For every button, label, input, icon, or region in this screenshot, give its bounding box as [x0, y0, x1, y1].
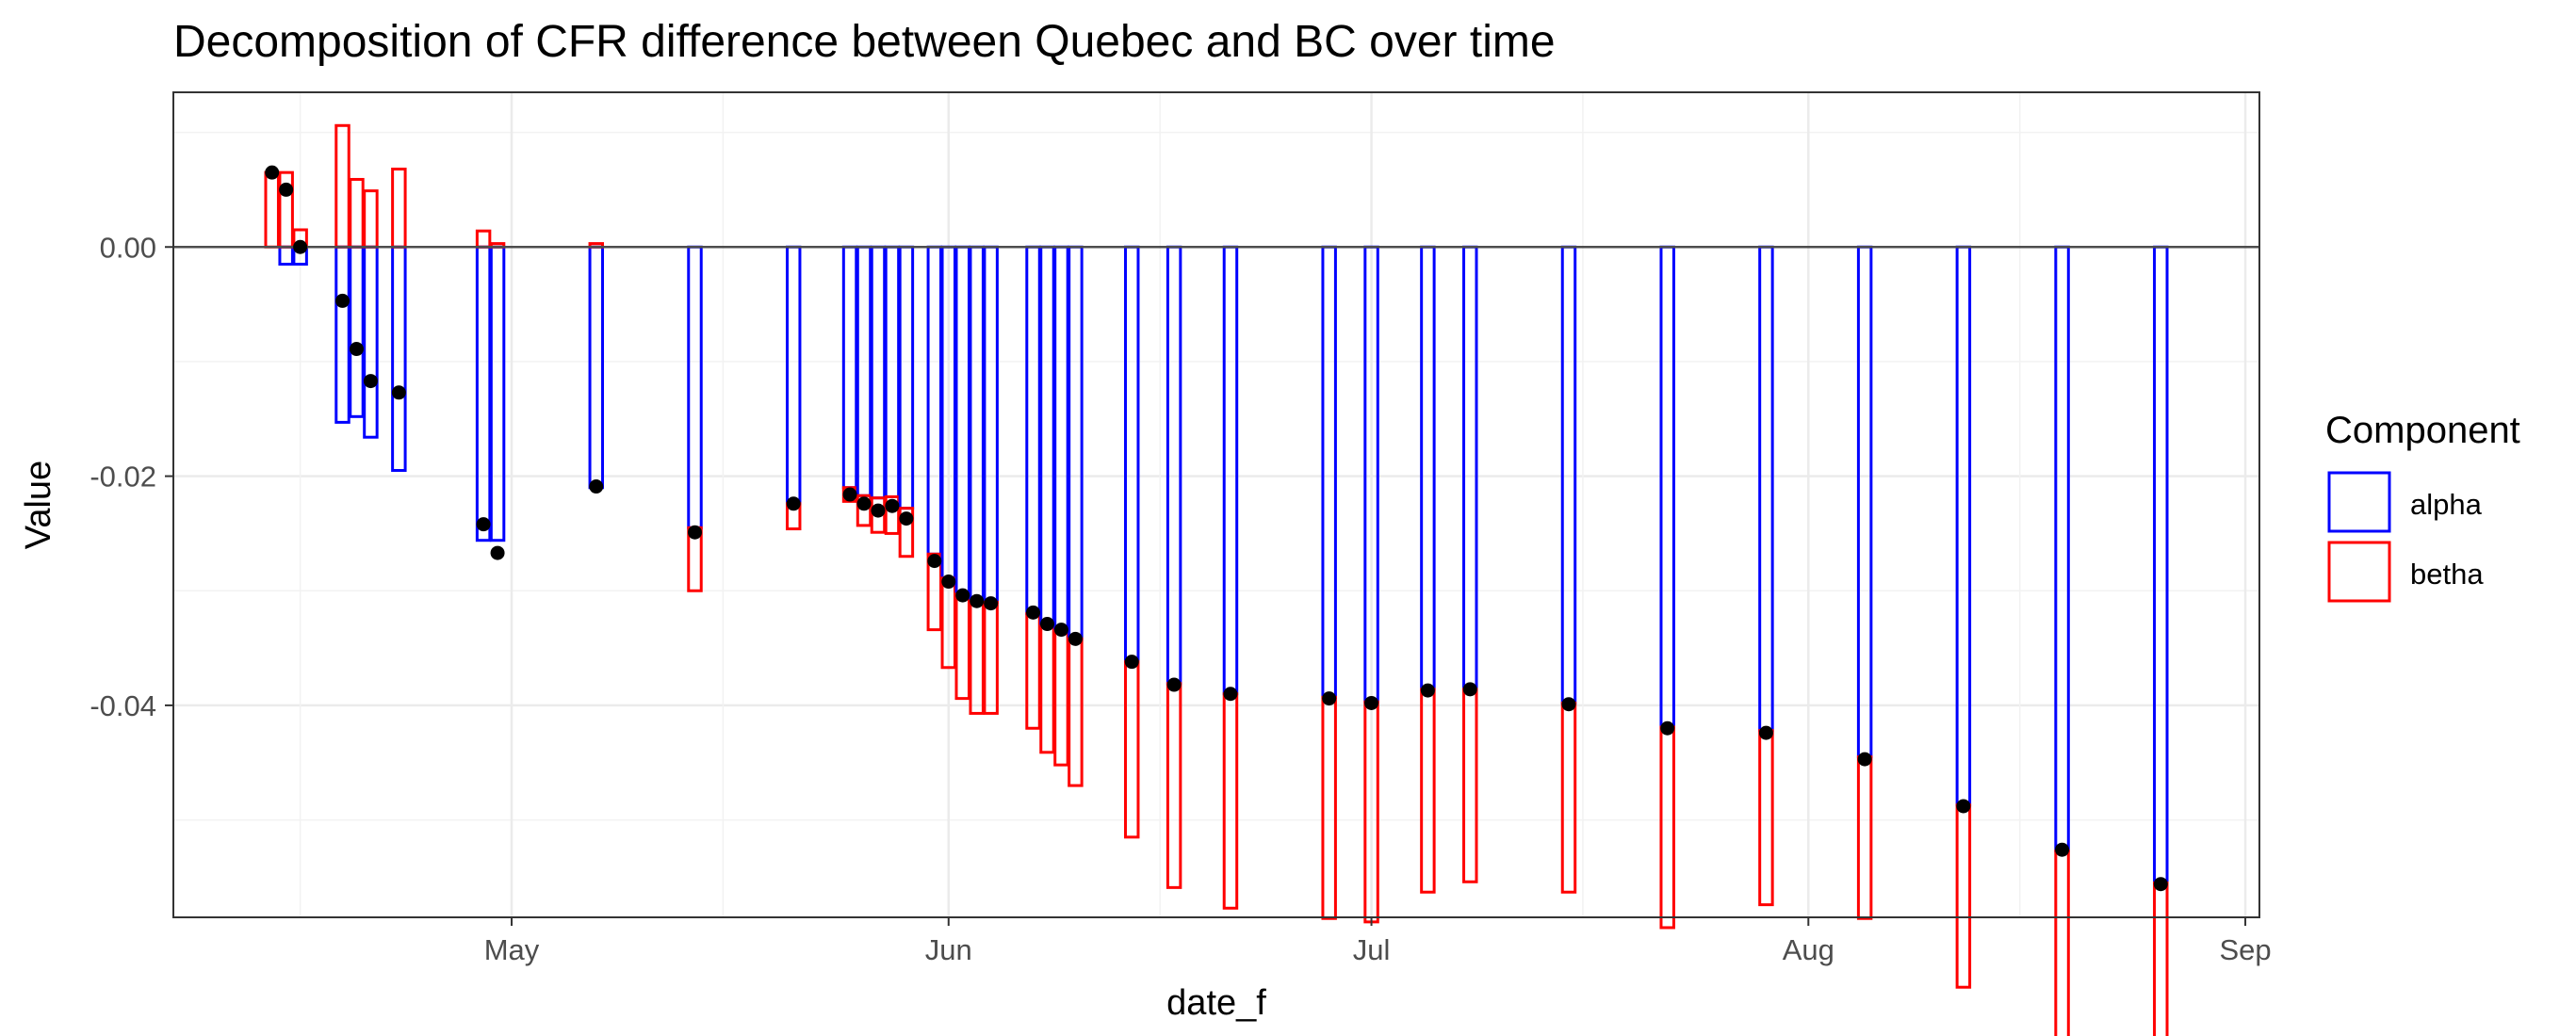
total-point [293, 239, 308, 254]
total-point [1660, 720, 1675, 736]
total-point [688, 525, 702, 540]
total-point [391, 385, 406, 400]
x-axis-title: date_f [1166, 983, 1266, 1023]
plot-border [172, 91, 2260, 918]
legend-label-betha: betha [2410, 558, 2484, 591]
total-point [955, 588, 970, 603]
legend-key-alpha [2327, 471, 2391, 533]
y-axis-title: Value [19, 461, 58, 549]
x-tick-label: Aug [1783, 933, 1834, 966]
x-tick-label: Sep [2219, 933, 2271, 966]
total-point [856, 496, 872, 511]
total-point [1956, 799, 1971, 814]
total-point [1561, 697, 1576, 712]
total-point [279, 182, 294, 197]
legend-title: Component [2325, 410, 2520, 451]
x-axis: May Jun Jul Aug Sep [484, 917, 2272, 966]
total-point [476, 517, 491, 532]
total-point [970, 593, 985, 608]
total-point [363, 374, 378, 389]
y-tick-label: 0.00 [100, 231, 156, 264]
total-point [2055, 842, 2070, 857]
legend-key-betha [2327, 541, 2391, 603]
x-tick-label: May [484, 933, 540, 966]
total-point [1462, 682, 1477, 697]
total-point [941, 575, 956, 590]
total-point [1166, 677, 1182, 692]
total-point [871, 503, 886, 518]
total-point [786, 496, 801, 511]
x-tick-label: Jun [925, 933, 972, 966]
total-point [984, 596, 999, 611]
total-point [1420, 683, 1435, 698]
total-point [349, 342, 364, 357]
plot-panel [173, 92, 2259, 917]
total-point [335, 293, 351, 308]
y-tick-label: -0.04 [90, 689, 156, 722]
total-point [927, 554, 942, 569]
legend: Component alpha betha [2325, 410, 2520, 603]
total-point [1364, 695, 1379, 710]
total-point [1223, 687, 1238, 702]
y-axis: 0.00 -0.02 -0.04 [90, 231, 173, 722]
total-point [885, 498, 900, 513]
total-point [490, 545, 505, 560]
bar-betha [898, 507, 915, 558]
total-point [1053, 623, 1068, 638]
total-point [1068, 631, 1083, 646]
total-point [2153, 877, 2168, 892]
total-point [265, 165, 280, 180]
total-point [1026, 605, 1041, 620]
total-point [1322, 691, 1337, 706]
total-point [1857, 752, 1872, 767]
total-point [1039, 617, 1054, 632]
total-point [1758, 725, 1773, 740]
y-tick-label: -0.02 [90, 461, 156, 494]
total-point [842, 487, 857, 502]
total-point [1124, 655, 1139, 670]
total-point [899, 511, 914, 526]
legend-label-alpha: alpha [2410, 488, 2483, 521]
chart-title: Decomposition of CFR difference between … [173, 17, 1556, 67]
x-tick-label: Jul [1353, 933, 1391, 966]
total-points [265, 165, 2168, 892]
total-point [589, 479, 604, 494]
